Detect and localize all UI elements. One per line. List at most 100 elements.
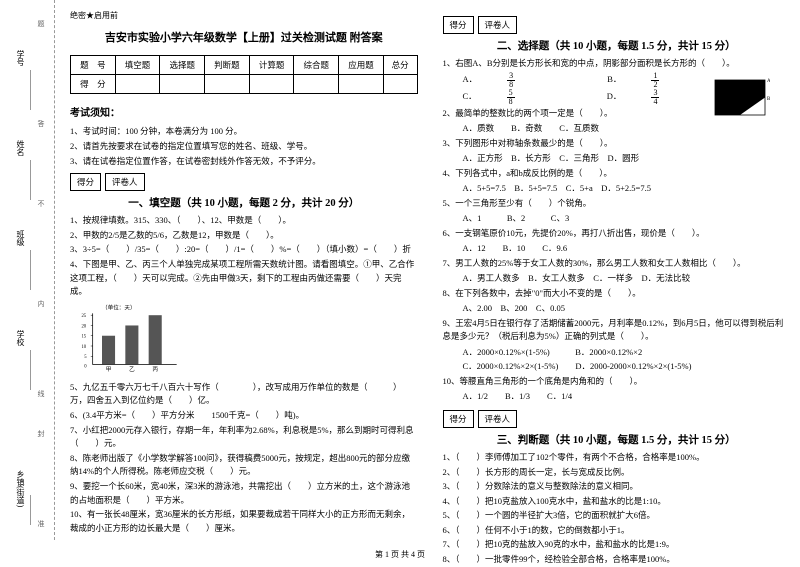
- choice-q5-opts: A、1 B、2 C、3: [463, 211, 791, 225]
- fill-q10: 10、有一张长48厘米，宽36厘米的长方形纸，如果要裁成若干同样大小的正方形而无…: [70, 508, 418, 535]
- ytick: 0: [84, 364, 87, 369]
- table-cell: [339, 75, 384, 94]
- exam-title: 吉安市实验小学六年级数学【上册】过关检测试题 附答案: [70, 29, 418, 45]
- binding-label: 乡镇(街道): [15, 470, 26, 507]
- fill-q6: 6、(3.4平方米=（ ）平方分米 1500千克=（ ）吨)。: [70, 409, 418, 423]
- fill-q3: 3、3÷5=（ ）/35=（ ）:20=（ ）/1=（ ）%=（ ）（填小数）=…: [70, 243, 418, 257]
- right-column: 得分 评卷人 二、选择题（共 10 小题，每题 1.5 分，共计 15 分） 1…: [443, 10, 791, 535]
- choice-q10: 10、等腰直角三角形的一个底角是内角和的（ ）。: [443, 375, 791, 389]
- score-box: 得分: [70, 173, 101, 191]
- ytick: 5: [84, 355, 87, 360]
- table-cell: [294, 75, 339, 94]
- binding-char: 线: [36, 390, 46, 403]
- ytick: 10: [81, 345, 86, 350]
- table-cell: 选择题: [160, 56, 205, 75]
- fill-q7: 7、小红把2000元存入银行，存期一年，年利率为2.68%，利息税是5%，那么到…: [70, 424, 418, 451]
- choice-q6-opts: A．12 B．10 C．9.6: [463, 241, 791, 255]
- table-cell: [205, 75, 250, 94]
- fill-q1: 1、按规律填数。315、330、（ ）、12、甲数是（ ）。: [70, 214, 418, 228]
- choice-q2-opts: A．质数 B．奇数 C．互质数: [463, 121, 791, 135]
- bar: [125, 325, 138, 364]
- table-cell: 综合题: [294, 56, 339, 75]
- judge-q6: 6、（ ）任何不小于1的数，它的倒数都小于1。: [443, 524, 791, 538]
- page-footer: 第 1 页 共 4 页: [0, 549, 800, 560]
- section-title-fill: 一、填空题（共 10 小题，每题 2 分，共计 20 分）: [70, 195, 418, 210]
- choice-q4-opts: A．5+5=7.5 B．5+5=7.5 C．5+a D．5+2.5=7.5: [463, 181, 791, 195]
- binding-line: [30, 495, 31, 525]
- bar-chart: （单位：天） 25 20 15 10 5 0 甲 乙 丙: [70, 304, 190, 374]
- notice-item: 1、考试时间：100 分钟，本卷满分为 100 分。: [70, 125, 418, 138]
- section-title-choice: 二、选择题（共 10 小题，每题 1.5 分，共计 15 分）: [443, 38, 791, 53]
- section-score-bar: 得分 评卷人: [443, 410, 791, 428]
- choice-q6: 6、一支钢笔原价10元，先提价20%，再打八折出售，现价是（ ）。: [443, 227, 791, 241]
- opt-label: D．: [607, 89, 622, 103]
- table-cell: 计算题: [249, 56, 294, 75]
- grader-box: 评卷人: [478, 16, 518, 34]
- binding-label: 姓名: [15, 140, 26, 156]
- notice-heading: 考试须知：: [70, 104, 418, 119]
- score-table: 题 号 填空题 选择题 判断题 计算题 综合题 应用题 总分 得 分: [70, 55, 418, 94]
- binding-char: 准: [36, 520, 46, 533]
- fill-q9: 9、要挖一个长60米，宽40米，深3米的游泳池，共需挖出（ ）立方米的土，这个游…: [70, 480, 418, 507]
- opt-label: A．: [463, 72, 478, 86]
- fill-q5: 5、九亿五千零六万七千八百六十写作（ ），改写成用万作单位的数是（ ）万，四舍五…: [70, 381, 418, 408]
- bar: [149, 315, 162, 364]
- section-score-bar: 得分 评卷人: [443, 16, 791, 34]
- grader-box: 评卷人: [478, 410, 518, 428]
- choice-q9-opts2: C．2000×0.12%×2×(1-5%) D．2000-2000×0.12%×…: [463, 359, 791, 373]
- choice-q4: 4、下列各式中，a和b成反比例的是（ ）。: [443, 167, 791, 181]
- table-row: 得 分: [71, 75, 418, 94]
- choice-q1: 1、右图A、B分别是长方形长和宽的中点，阴影部分面积是长方形的（ ）。: [443, 57, 791, 71]
- binding-char: 答: [36, 120, 46, 133]
- table-row: 题 号 填空题 选择题 判断题 计算题 综合题 应用题 总分: [71, 56, 418, 75]
- choice-q3: 3、下列图形中对称轴条数最少的是（ ）。: [443, 137, 791, 151]
- grader-box: 评卷人: [105, 173, 145, 191]
- choice-q7: 7、男工人数的25%等于女工人数的30%，那么男工人数和女工人数相比（ ）。: [443, 257, 791, 271]
- binding-label: 班级: [15, 230, 26, 246]
- choice-q9: 9、王宏4月5日在银行存了活期储蓄2000元，月利率是0.12%，到6月5日，他…: [443, 317, 791, 344]
- binding-char: 题: [36, 20, 46, 33]
- opt-label: B．: [607, 72, 621, 86]
- table-cell: 判断题: [205, 56, 250, 75]
- left-column: 绝密★启用前 吉安市实验小学六年级数学【上册】过关检测试题 附答案 题 号 填空…: [70, 10, 418, 535]
- notice-item: 3、请在试卷指定位置作答，在试卷密封线外作答无效，不予评分。: [70, 155, 418, 168]
- chart-ylabel: （单位：天）: [102, 304, 136, 312]
- judge-q1: 1、（ ）李师傅加工了102个零件，有两个不合格，合格率是100%。: [443, 451, 791, 465]
- xtick: 乙: [129, 366, 135, 373]
- table-cell: 填空题: [115, 56, 160, 75]
- secret-label: 绝密★启用前: [70, 10, 418, 21]
- judge-q3: 3、（ ）分数除法的意义与整数除法的意义相同。: [443, 480, 791, 494]
- section-score-bar: 得分 评卷人: [70, 173, 418, 191]
- rectangle-diagram: A B: [710, 75, 770, 120]
- choice-q3-opts: A．正方形 B．长方形 C．三角形 D．圆形: [463, 151, 791, 165]
- table-cell: 题 号: [71, 56, 116, 75]
- bar: [102, 336, 115, 365]
- binding-char: 不: [36, 200, 46, 213]
- binding-line: [30, 350, 31, 390]
- choice-q9-opts1: A．2000×0.12%×(1-5%) B．2000×0.12%×2: [463, 345, 791, 359]
- xtick: 甲: [106, 366, 112, 373]
- choice-q10-opts: A．1/2 B．1/3 C．1/4: [463, 389, 791, 403]
- ytick: 15: [81, 334, 86, 339]
- binding-char: 封: [36, 430, 46, 443]
- judge-q4: 4、（ ）把10克盐放入100克水中，盐和盐水的比是1:10。: [443, 495, 791, 509]
- xtick: 丙: [152, 366, 158, 373]
- section-title-judge: 三、判断题（共 10 小题，每题 1.5 分，共计 15 分）: [443, 432, 791, 447]
- choice-q8: 8、在下列各数中，去掉"0"而大小不变的是（ ）。: [443, 287, 791, 301]
- table-cell: [160, 75, 205, 94]
- binding-line: [30, 160, 31, 200]
- opt-label: C．: [463, 89, 477, 103]
- table-cell: [249, 75, 294, 94]
- table-cell: [383, 75, 417, 94]
- diag-label-b: B: [767, 97, 770, 102]
- notice-item: 2、请首先按要求在试卷的指定位置填写您的姓名、班级、学号。: [70, 140, 418, 153]
- fill-q2: 2、甲数的2/5是乙数的5/6，乙数是12，甲数是（ ）。: [70, 229, 418, 243]
- judge-q2: 2、（ ）长方形的周长一定，长与宽成反比例。: [443, 466, 791, 480]
- binding-margin: 题 学号 答 姓名 不 班级 内 学校 线 封 乡镇(街道) 准: [0, 0, 55, 540]
- ytick: 20: [81, 324, 86, 329]
- diag-label-a: A: [767, 79, 770, 84]
- fill-q4: 4、下图是甲、乙、丙三个人单独完成某项工程所需天数统计图。请看图填空。①甲、乙合…: [70, 258, 418, 299]
- choice-q7-opts: A．男工人数多 B．女工人数多 C．一样多 D．无法比较: [463, 271, 791, 285]
- table-cell: [115, 75, 160, 94]
- ytick: 25: [81, 314, 86, 319]
